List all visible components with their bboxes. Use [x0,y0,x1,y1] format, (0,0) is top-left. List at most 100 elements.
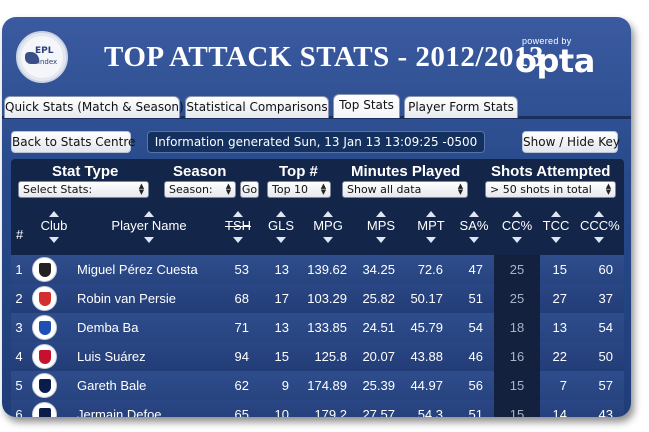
cell-rank: 4 [15,349,23,364]
stat-type-select[interactable]: Select Stats: ▲ ▼ [18,181,149,198]
sort-up-icon[interactable] [512,211,522,217]
top-number-select[interactable]: Top 10 ▲ ▼ [267,181,331,198]
back-to-stats-centre-button[interactable]: Back to Stats Centre [11,131,135,153]
cell-mps: 34.25 [362,262,395,277]
logo-text-index: index [38,58,58,66]
minutes-played-select[interactable]: Show all data ▲ ▼ [342,181,468,198]
cell-tcc: 14 [552,407,567,417]
man-utd-crest-icon [32,286,57,311]
cell-player-name: Demba Ba [77,320,139,335]
sort-up-icon[interactable] [551,211,561,217]
column-header-mpt[interactable]: MPT [411,211,451,251]
cell-sa: 56 [468,378,483,393]
crest-shape [39,408,51,417]
sort-down-icon[interactable] [469,237,479,243]
cell-sa: 51 [468,407,483,417]
cell-sa: 47 [468,262,483,277]
cell-tcc: 13 [552,320,567,335]
cell-mpg: 103.29 [307,291,347,306]
sort-up-icon[interactable] [323,211,333,217]
column-header-mps[interactable]: MPS [361,211,401,251]
cell-mpg: 179.2 [314,407,347,417]
cell-rank: 6 [15,407,23,417]
cell-cc: 16 [509,349,525,364]
sort-down-icon[interactable] [376,237,386,243]
cell-mps: 25.39 [362,378,395,393]
crest-shape [39,350,51,364]
tab-player-form-stats[interactable]: Player Form Stats [404,96,518,118]
column-header-tcc[interactable]: TCC [541,211,571,251]
cell-ccc: 37 [598,291,613,306]
column-header-club[interactable]: Club [34,211,74,251]
table-row[interactable]: 6 Jermain Defoe 65 10 179.2 27.57 54.3 51 14 43 [11,400,624,417]
sort-down-icon[interactable] [426,237,436,243]
cell-tcc: 22 [552,349,567,364]
sort-down-icon[interactable] [144,237,154,243]
sort-up-icon[interactable] [49,211,59,217]
crest-shape [39,379,51,393]
cell-gls: 15 [274,349,289,364]
cell-tcc: 15 [552,262,567,277]
column-header-player-name[interactable]: Player Name [104,211,194,251]
cell-tcc: 7 [559,378,567,393]
column-header-sa[interactable]: SA% [457,211,491,251]
epl-index-logo[interactable]: EPL index [16,31,68,83]
cell-gls: 10 [274,407,289,417]
season-go-button[interactable]: Go [240,181,259,198]
shots-attempted-select[interactable]: > 50 shots in total ▲ ▼ [485,181,616,198]
cell-mpg: 133.85 [307,320,347,335]
cell-player-name: Robin van Persie [77,291,176,306]
cell-mpg: 125.8 [314,349,347,364]
column-header-cc[interactable]: CC% [499,211,535,251]
cell-ccc: 50 [598,349,613,364]
column-header-mpg[interactable]: MPG [308,211,348,251]
show-hide-key-button[interactable]: Show / Hide Key [522,131,620,153]
select-arrows-icon: ▲ ▼ [225,182,232,196]
page-title: TOP ATTACK STATS - 2012/2013 [104,41,544,73]
sort-up-icon[interactable] [233,211,243,217]
sort-up-icon[interactable] [469,211,479,217]
sort-up-icon[interactable] [594,211,604,217]
sort-up-icon[interactable] [276,211,286,217]
sort-up-icon[interactable] [426,211,436,217]
info-generated-text: Information generated Sun, 13 Jan 13 13:… [147,131,485,153]
sort-down-icon[interactable] [233,237,243,243]
stats-table: Stat Type Season Top # Minutes Played Sh… [11,159,624,417]
tab-quick-stats[interactable]: Quick Stats (Match & Season) [4,96,184,118]
cell-gls: 17 [274,291,289,306]
cell-rank: 5 [15,378,23,393]
sort-down-icon[interactable] [323,237,333,243]
sort-up-icon[interactable] [376,211,386,217]
cell-ccc: 43 [598,407,613,417]
sort-down-icon[interactable] [49,237,59,243]
tab-statistical-comparisons[interactable]: Statistical Comparisons [185,96,329,118]
cell-sa: 54 [468,320,483,335]
sort-down-icon[interactable] [512,237,522,243]
cell-mps: 25.82 [362,291,395,306]
cell-mpt: 54.3 [417,407,443,417]
cell-mps: 24.51 [362,320,395,335]
column-header-tsh[interactable]: TSH [223,211,253,251]
stat-type-select-value: Select Stats: [23,183,93,196]
cell-player-name: Jermain Defoe [77,407,162,417]
cell-cc: 18 [509,320,525,335]
cell-mpt: 45.79 [410,320,443,335]
sort-down-icon[interactable] [594,237,604,243]
cell-mpg: 139.62 [307,262,347,277]
sort-down-icon[interactable] [551,237,561,243]
season-select[interactable]: Season: ▲ ▼ [164,181,236,198]
minutes-played-select-value: Show all data [347,183,422,196]
chelsea-crest-icon [32,315,57,340]
opta-logo: opta [515,42,595,80]
crest-shape [39,263,51,277]
cell-tsh: 53 [234,262,249,277]
tab-top-stats[interactable]: Top Stats [333,94,400,118]
column-header-ccc[interactable]: CCC% [580,211,620,251]
cell-tcc: 27 [552,291,567,306]
sort-down-icon[interactable] [276,237,286,243]
cell-gls: 13 [274,262,289,277]
logo-text-epl: EPL [35,46,54,56]
column-header-gls[interactable]: GLS [266,211,296,251]
sort-up-icon[interactable] [144,211,154,217]
column-header-rank: # [16,227,24,242]
